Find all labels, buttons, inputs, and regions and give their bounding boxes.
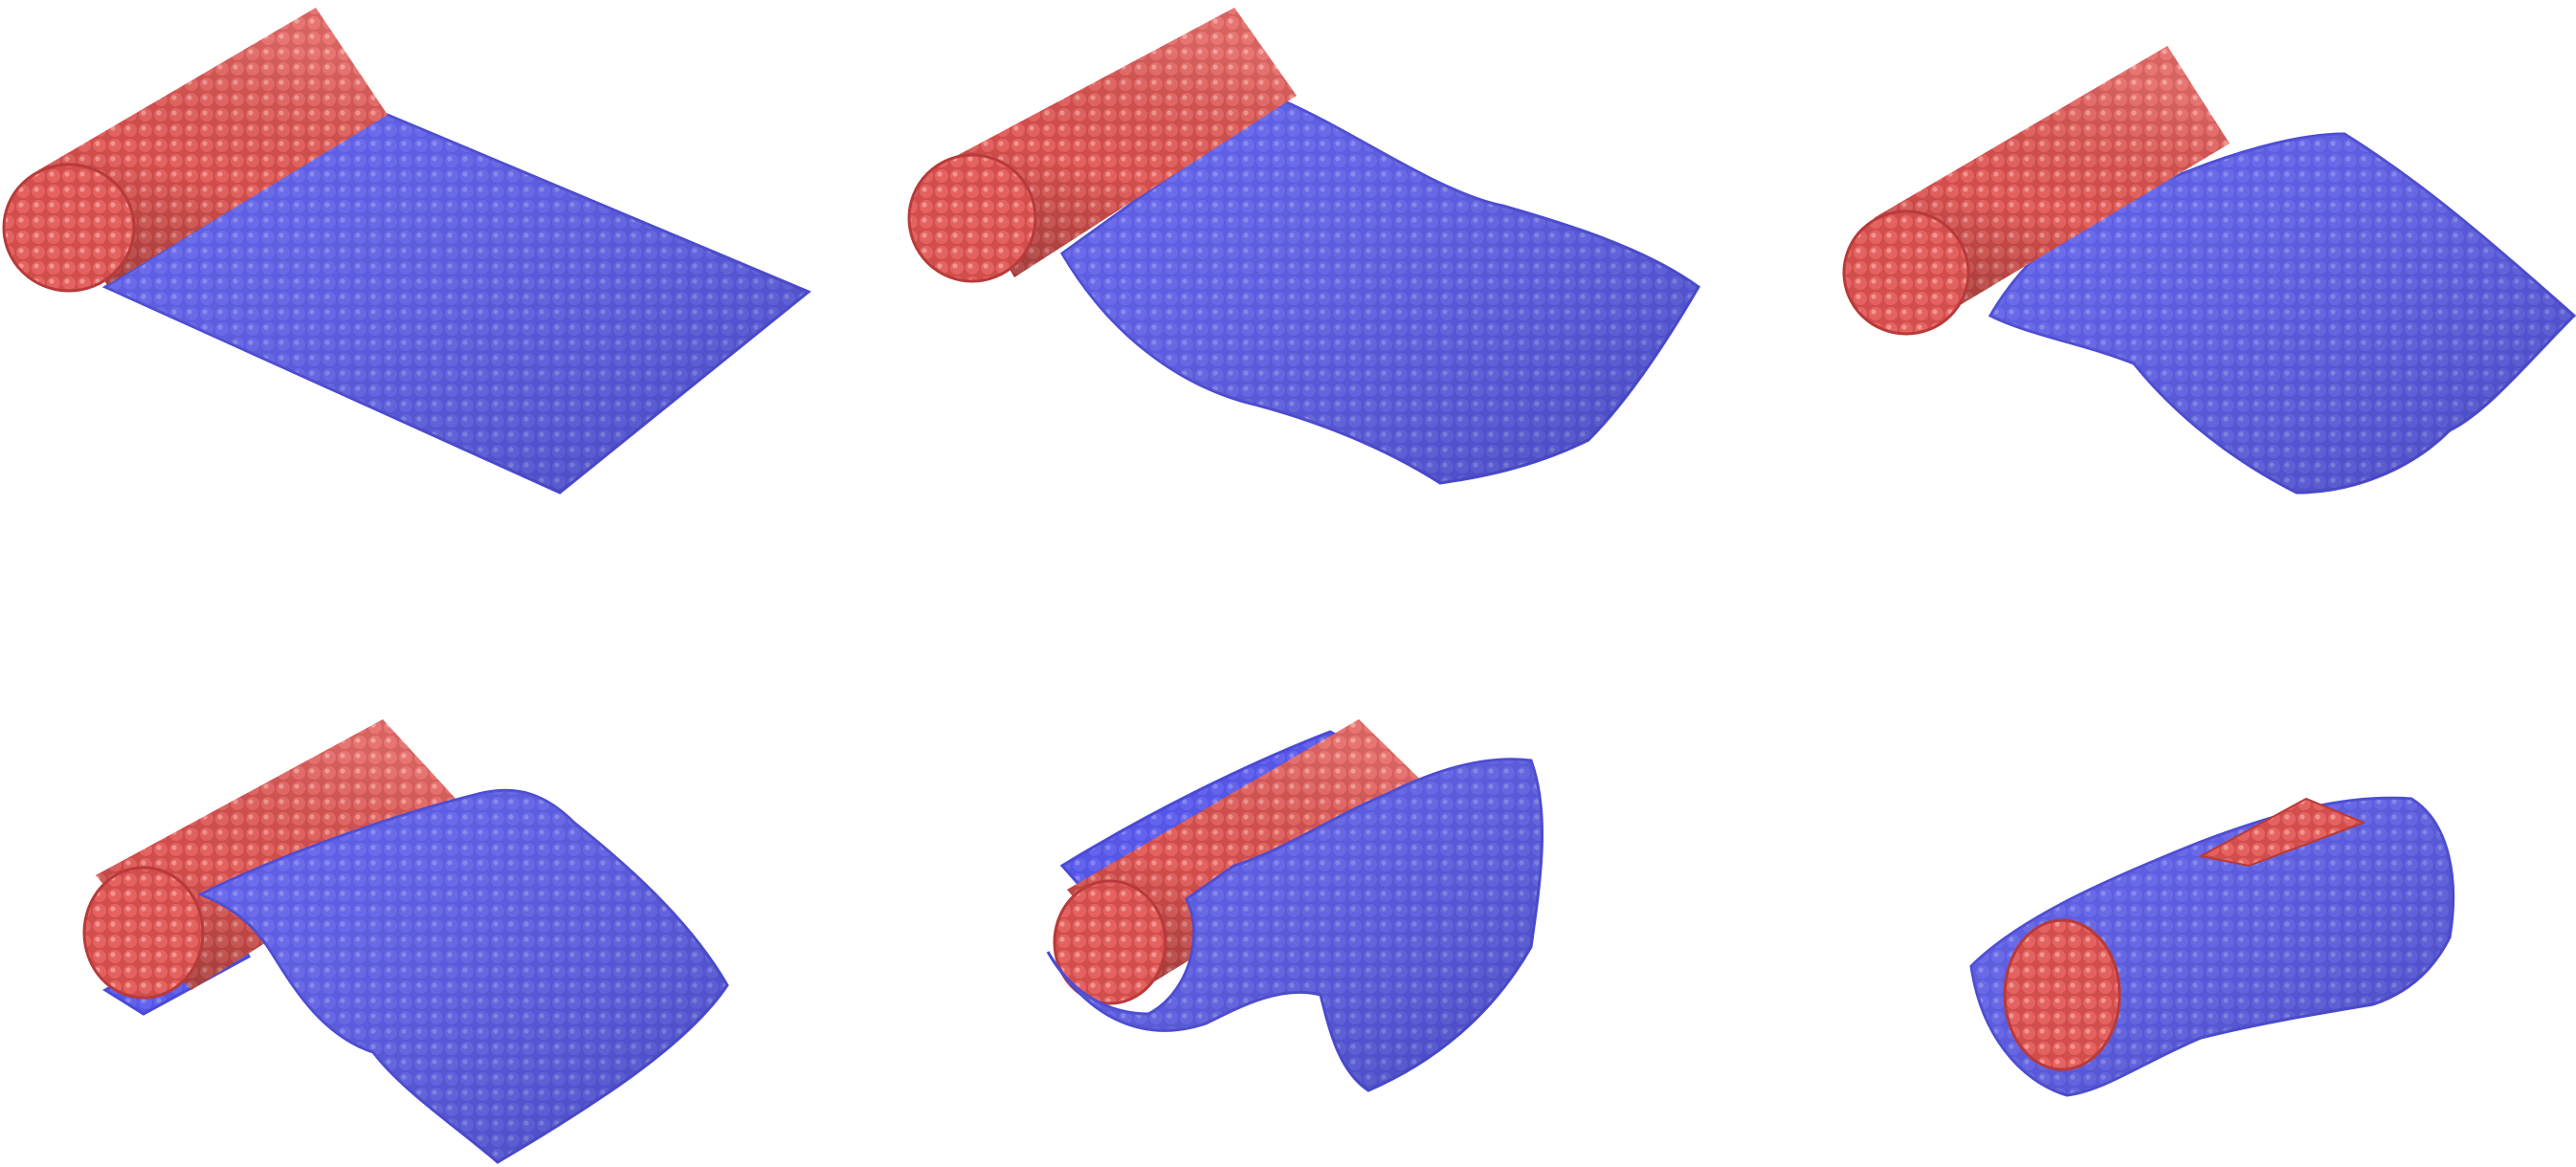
cylinder-frame-4 (82, 719, 469, 1000)
panel-frame-2 (907, 8, 1700, 485)
cylinder-end-frame-6 (2003, 918, 2121, 1071)
cylinder-exposed-top-frame-6 (2198, 797, 2366, 868)
panel-frame-1 (2, 8, 811, 495)
panel-frame-5 (1046, 719, 1544, 1092)
panel-frame-4 (82, 719, 729, 1164)
panel-frame-3 (1842, 46, 2576, 495)
cylinder-frame-3 (1842, 46, 2230, 336)
cylinder-frame-1 (2, 8, 388, 293)
cylinder-frame-5 (1053, 719, 1445, 1005)
panel-frame-6 (1969, 796, 2455, 1097)
cylinder-frame-2 (907, 8, 1297, 283)
